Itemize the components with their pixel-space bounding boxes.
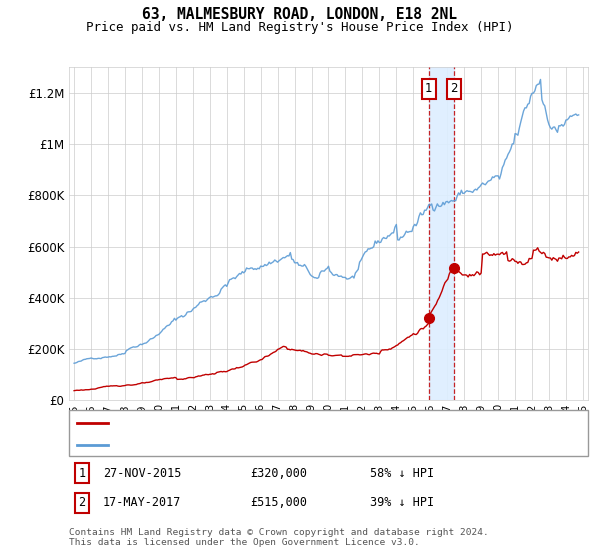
Bar	[429, 67, 454, 400]
Text: 2: 2	[450, 82, 457, 96]
FancyBboxPatch shape	[69, 410, 588, 456]
Text: 2: 2	[79, 497, 86, 510]
Text: 63, MALMESBURY ROAD, LONDON, E18 2NL: 63, MALMESBURY ROAD, LONDON, E18 2NL	[143, 7, 458, 22]
Text: HPI: Average price, detached house, Redbridge: HPI: Average price, detached house, Redb…	[113, 440, 417, 450]
Text: £320,000: £320,000	[251, 467, 308, 480]
Text: 17-MAY-2017: 17-MAY-2017	[103, 497, 181, 510]
Text: 63, MALMESBURY ROAD, LONDON, E18 2NL (detached house): 63, MALMESBURY ROAD, LONDON, E18 2NL (de…	[113, 418, 471, 428]
Text: 1: 1	[425, 82, 433, 96]
Text: Contains HM Land Registry data © Crown copyright and database right 2024.
This d: Contains HM Land Registry data © Crown c…	[69, 528, 489, 547]
Text: £515,000: £515,000	[251, 497, 308, 510]
Text: 1: 1	[79, 467, 86, 480]
Text: 58% ↓ HPI: 58% ↓ HPI	[370, 467, 434, 480]
Text: Price paid vs. HM Land Registry's House Price Index (HPI): Price paid vs. HM Land Registry's House …	[86, 21, 514, 34]
Text: 39% ↓ HPI: 39% ↓ HPI	[370, 497, 434, 510]
Text: 27-NOV-2015: 27-NOV-2015	[103, 467, 181, 480]
